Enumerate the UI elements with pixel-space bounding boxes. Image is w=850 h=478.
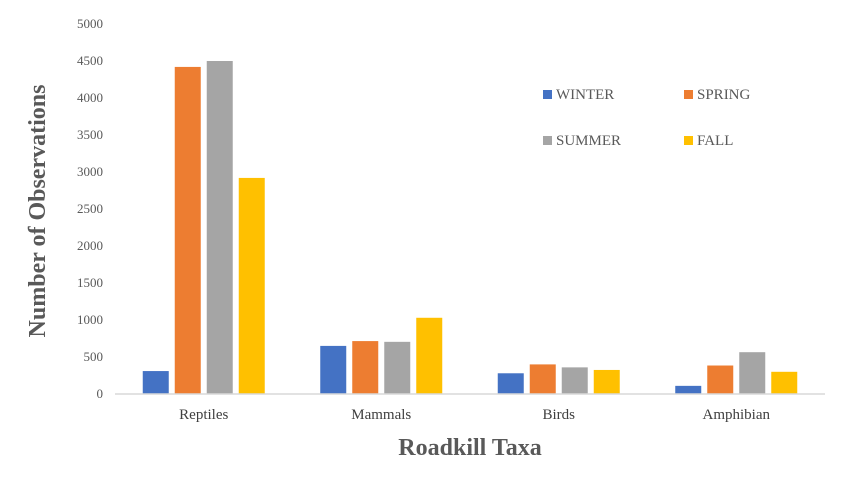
bar-reptiles-summer [206, 61, 233, 394]
x-category-label: Birds [542, 407, 575, 423]
y-tick-label: 500 [84, 349, 104, 364]
legend-label-spring: SPRING [697, 87, 751, 103]
y-tick-label: 0 [97, 386, 104, 401]
bar-amphibian-winter [675, 385, 702, 394]
y-tick-label: 3000 [77, 164, 103, 179]
bar-birds-summer [561, 367, 588, 394]
bar-mammals-summer [384, 341, 411, 394]
bar-mammals-fall [416, 317, 443, 394]
bar-reptiles-fall [238, 177, 265, 394]
legend-swatch-summer [543, 136, 552, 145]
bar-mammals-winter [320, 345, 347, 394]
x-category-label: Mammals [351, 407, 411, 423]
bar-reptiles-winter [142, 371, 169, 394]
legend-label-summer: SUMMER [556, 133, 621, 149]
x-category-label: Amphibian [703, 407, 771, 423]
x-axis-categories: Reptiles Mammals Birds Amphibian [179, 407, 770, 423]
legend-swatch-winter [543, 90, 552, 99]
bar-birds-spring [529, 364, 556, 394]
y-tick-label: 2000 [77, 238, 103, 253]
legend-swatch-spring [684, 90, 693, 99]
bar-birds-winter [497, 373, 524, 394]
x-axis-title: Roadkill Taxa [398, 435, 541, 461]
y-tick-label: 4500 [77, 53, 103, 68]
y-axis-title: Number of Observations [25, 85, 51, 338]
y-tick-label: 4000 [77, 90, 103, 105]
bar-amphibian-spring [707, 365, 734, 394]
legend-swatch-fall [684, 136, 693, 145]
y-tick-label: 3500 [77, 127, 103, 142]
bar-birds-fall [593, 369, 620, 394]
bars [142, 61, 798, 395]
bar-reptiles-spring [174, 66, 201, 395]
legend-label-winter: WINTER [556, 87, 614, 103]
y-tick-label: 1000 [77, 312, 103, 327]
y-axis-ticks: 0 500 1000 1500 2000 2500 3000 3500 4000 4500 5000 [77, 16, 103, 401]
y-tick-label: 1500 [77, 275, 103, 290]
bar-amphibian-summer [739, 352, 766, 394]
y-tick-label: 5000 [77, 16, 103, 31]
bar-amphibian-fall [771, 371, 798, 394]
bar-mammals-spring [352, 341, 379, 394]
legend: WINTER SPRING SUMMER FALL [543, 87, 751, 149]
x-category-label: Reptiles [179, 407, 228, 423]
y-tick-label: 2500 [77, 201, 103, 216]
legend-label-fall: FALL [697, 133, 733, 149]
